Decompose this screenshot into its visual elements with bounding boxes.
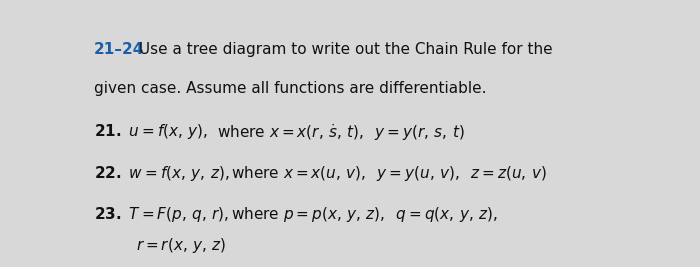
Text: where $x = x(r,\, \dot{s},\, t),\;\; y = y(r,\, s,\, t)$: where $x = x(r,\, \dot{s},\, t),\;\; y =…: [217, 123, 465, 143]
Text: $\mathbf{21.}$$\ u = f(x,\, y),$: $\mathbf{21.}$$\ u = f(x,\, y),$: [94, 123, 209, 142]
Text: Use a tree diagram to write out the Chain Rule for the: Use a tree diagram to write out the Chai…: [134, 42, 552, 57]
Text: where $p = p(x,\, y,\, z),\;\; q = q(x,\, y,\, z),$: where $p = p(x,\, y,\, z),\;\; q = q(x,\…: [231, 205, 498, 224]
Text: $r = r(x,\, y,\, z)$: $r = r(x,\, y,\, z)$: [136, 235, 226, 254]
Text: $\mathbf{23.}$$\ T = F(p,\, q,\, r),$: $\mathbf{23.}$$\ T = F(p,\, q,\, r),$: [94, 205, 229, 224]
Text: 21–24: 21–24: [94, 42, 144, 57]
Text: $\mathbf{22.}$$\ w = f(x,\, y,\, z),$: $\mathbf{22.}$$\ w = f(x,\, y,\, z),$: [94, 164, 230, 183]
Text: given case. Assume all functions are differentiable.: given case. Assume all functions are dif…: [94, 81, 486, 96]
Text: where $x = x(u,\, v),\;\; y = y(u,\, v),\;\; z = z(u,\, v)$: where $x = x(u,\, v),\;\; y = y(u,\, v),…: [231, 164, 547, 183]
